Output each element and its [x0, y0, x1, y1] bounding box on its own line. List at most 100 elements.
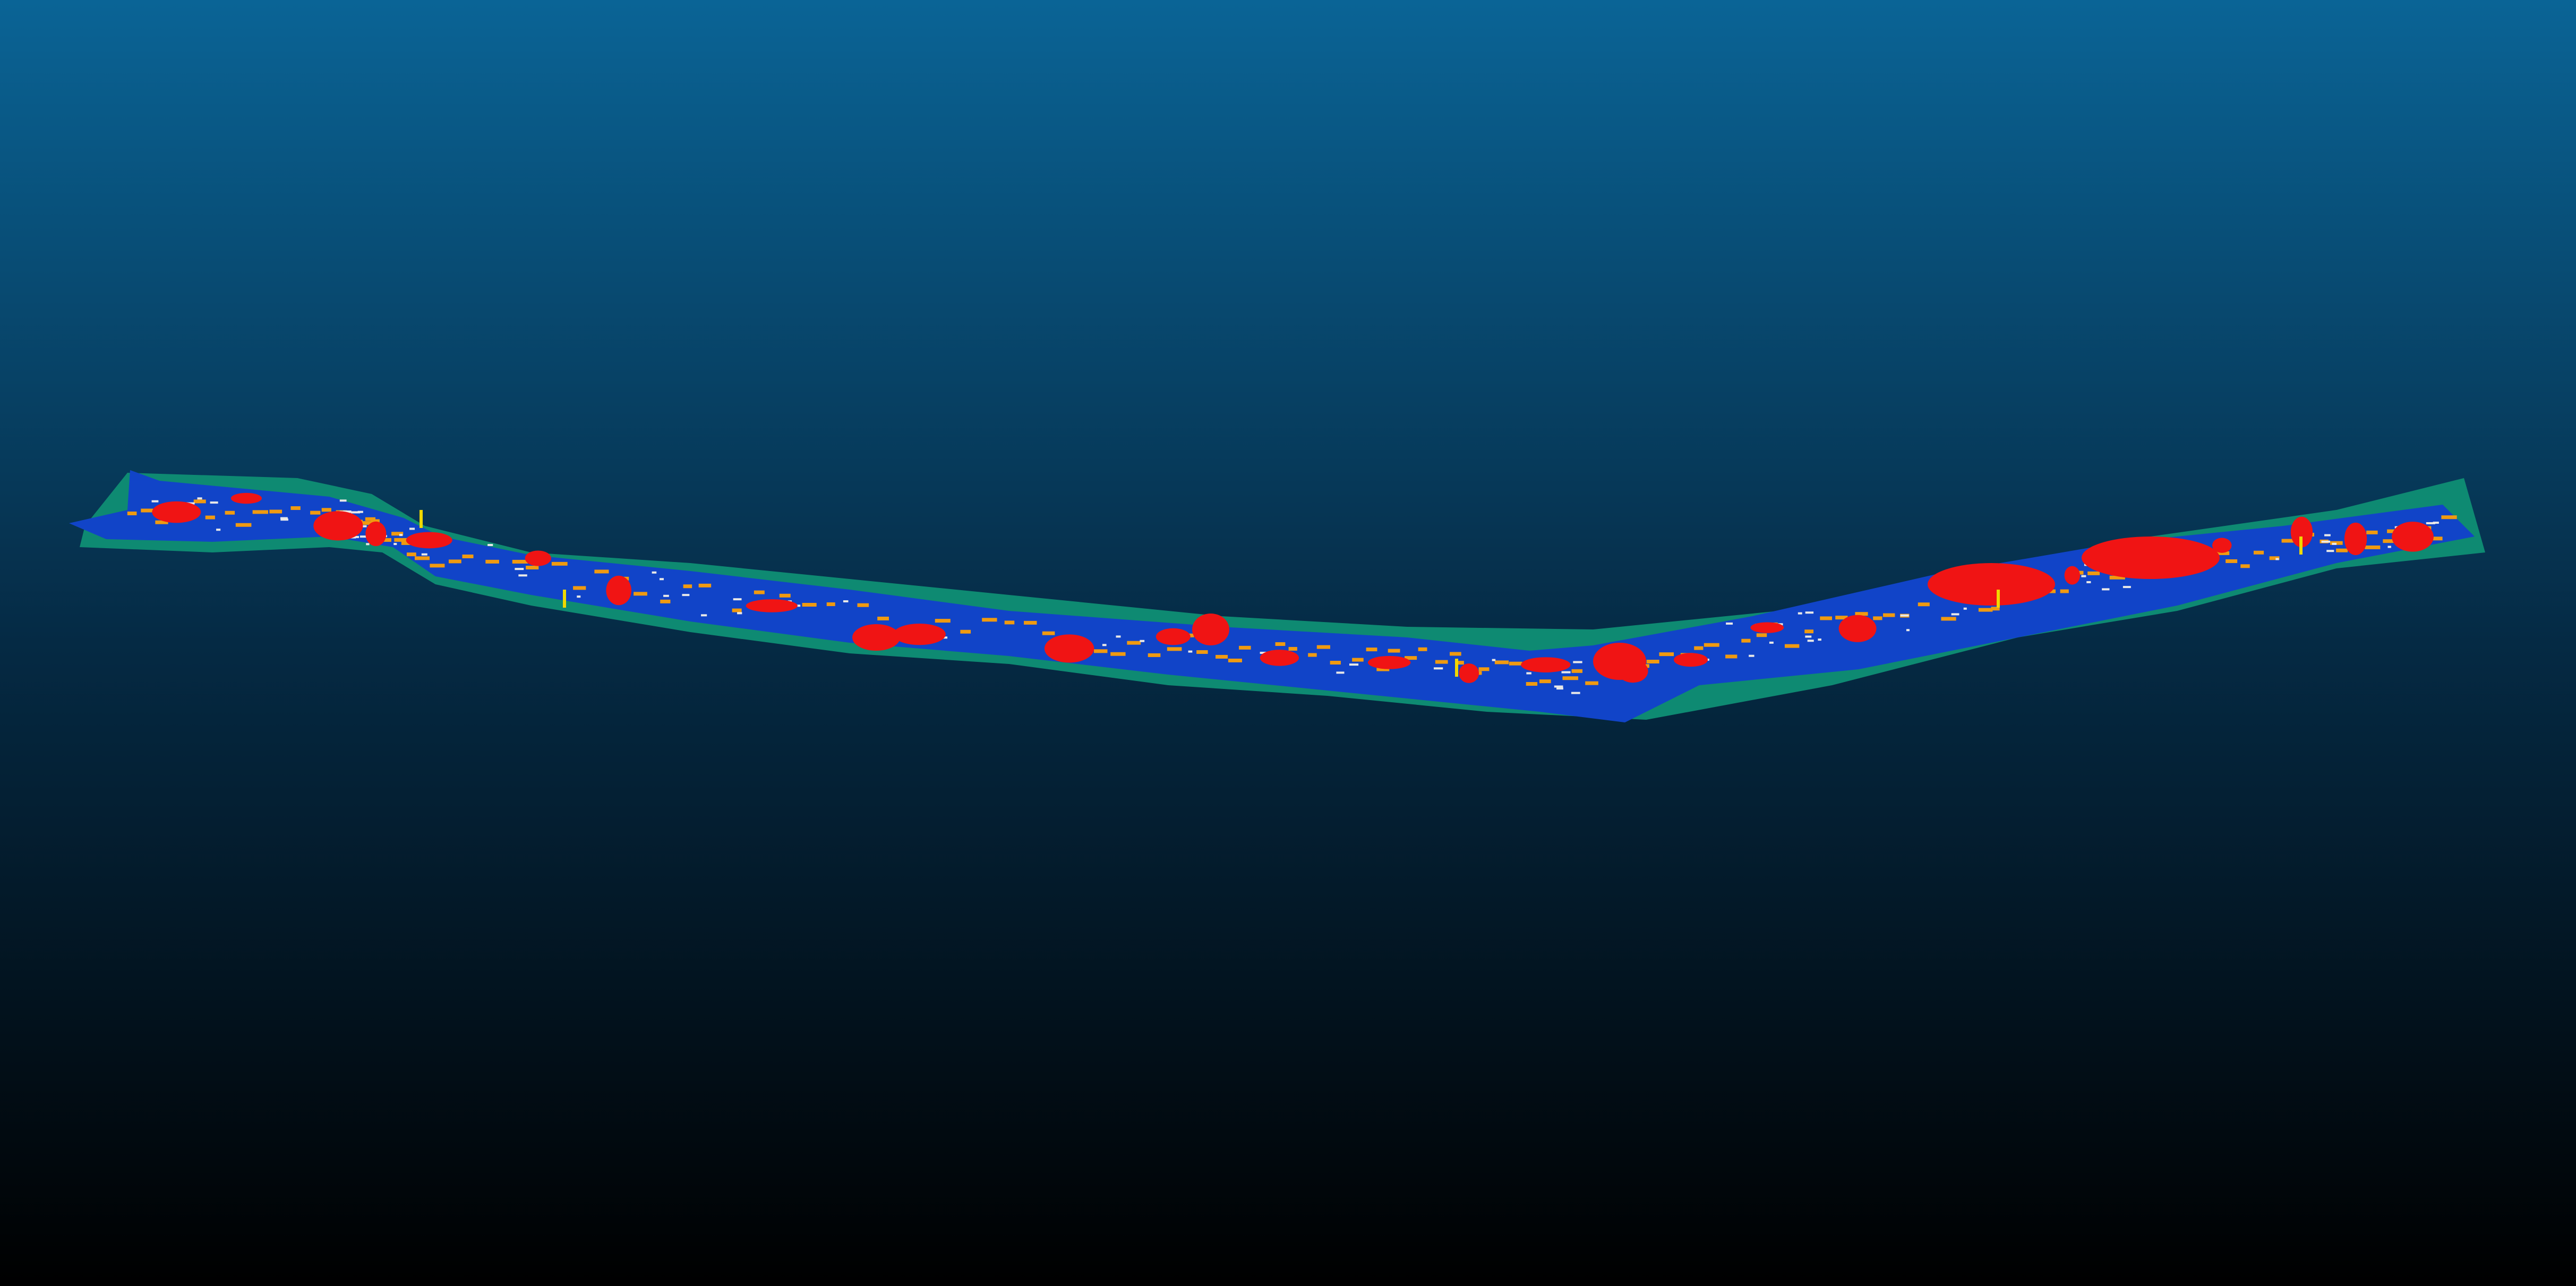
lane-marking-point: [193, 499, 206, 504]
lane-marking-point: [594, 569, 609, 574]
lane-marking-point: [935, 619, 951, 623]
vehicle-point-cluster: [852, 624, 900, 651]
lane-marking-point: [1835, 616, 1848, 620]
sidewalk-edge-point: [2321, 540, 2331, 543]
sidewalk-edge-point: [1492, 659, 1496, 661]
lane-marking-point: [2429, 536, 2443, 541]
sidewalk-edge-point: [518, 574, 527, 577]
lane-marking-point: [365, 517, 375, 521]
sidewalk-edge-point: [2086, 581, 2091, 583]
sidewalk-edge-point: [1554, 685, 1563, 688]
lane-marking-point: [1585, 681, 1598, 685]
sidewalk-edge-point: [1526, 672, 1531, 675]
lane-marking-point: [877, 616, 889, 620]
sidewalk-edge-point: [1818, 638, 1821, 641]
vehicle-point-cluster: [2064, 566, 2081, 585]
sidewalk-edge-point: [577, 595, 581, 598]
vehicle-point-cluster: [1192, 614, 1229, 645]
sidewalk-edge-point: [353, 535, 360, 538]
sidewalk-edge-point: [1749, 654, 1755, 657]
sidewalk-edge-point: [350, 511, 361, 514]
sidewalk-edge-point: [652, 571, 657, 574]
sidewalk-edge-point: [1573, 661, 1582, 663]
vehicle-point-cluster: [2392, 522, 2434, 552]
lane-marking-point: [660, 599, 671, 603]
sidewalk-edge-point: [197, 497, 202, 500]
lane-marking-point: [290, 506, 301, 510]
lane-marking-point: [310, 510, 321, 515]
sidewalk-edge-point: [1561, 671, 1571, 674]
lane-marking-point: [551, 561, 568, 566]
sidewalk-edge-point: [339, 499, 347, 502]
sidewalk-edge-point: [1951, 613, 1959, 616]
lane-marking-point: [1526, 682, 1538, 686]
lane-marking-point: [2366, 530, 2378, 534]
sidewalk-edge-point: [737, 612, 742, 615]
sidewalk-edge-point: [1778, 623, 1783, 626]
lane-marking-point: [371, 519, 380, 523]
lane-marking-point: [779, 593, 791, 598]
lane-marking-point: [1418, 647, 1427, 651]
sidewalk-edge-point: [487, 544, 493, 547]
vehicle-point-cluster: [1156, 628, 1191, 645]
lane-marking-point: [127, 512, 137, 516]
lane-marking-point: [1725, 654, 1738, 659]
vehicle-point-cluster: [1459, 663, 1479, 683]
sidewalk-edge-point: [1900, 614, 1909, 617]
sidewalk-edge-point: [1336, 671, 1345, 674]
lane-marking-point: [1494, 660, 1509, 665]
lane-marking-point: [1228, 658, 1242, 662]
lane-marking-point: [357, 521, 372, 525]
vehicle-point-cluster: [1928, 563, 2055, 606]
lane-marking-point: [1388, 649, 1400, 653]
lane-marking-point: [1352, 658, 1364, 662]
lane-marking-point: [1450, 652, 1461, 656]
sidewalk-edge-point: [421, 553, 427, 556]
lane-marking-point: [1646, 660, 1659, 664]
lane-marking-point: [960, 629, 971, 634]
lane-marking-point: [2215, 551, 2230, 555]
sidewalk-edge-point: [659, 578, 664, 581]
lane-marking-point: [1330, 660, 1341, 665]
lane-marking-point: [2060, 589, 2069, 593]
sidewalk-edge-point: [2275, 558, 2279, 560]
lane-marking-point: [430, 564, 445, 568]
lane-marking-point: [1571, 669, 1583, 673]
lane-marking-point: [1435, 660, 1448, 664]
lane-marking-point: [235, 523, 252, 527]
sidewalk-edge-point: [733, 598, 742, 601]
vehicle-point-cluster: [2212, 538, 2232, 553]
vehicle-point-cluster: [1044, 634, 1094, 663]
sidewalk-edge-point: [2326, 550, 2334, 552]
sidewalk-edge-point: [1906, 629, 1910, 632]
sidewalk-edge-point: [2102, 588, 2110, 591]
lane-marking-point: [1216, 654, 1228, 659]
lane-marking-point: [1820, 616, 1833, 620]
lane-marking-point: [1991, 607, 2000, 611]
sidewalk-edge-point: [2332, 542, 2337, 545]
vehicle-point-cluster: [2344, 522, 2367, 556]
lane-marking-point: [252, 510, 268, 514]
lane-marking-point: [634, 592, 647, 596]
sidewalk-edge-point: [682, 594, 690, 597]
sidewalk-edge-point: [1805, 635, 1812, 638]
lane-marking-point: [573, 586, 586, 590]
sidewalk-edge-point: [2324, 534, 2331, 536]
lane-marking-point: [683, 584, 692, 589]
lane-marking-point: [321, 508, 331, 512]
vehicle-point-cluster: [893, 623, 946, 645]
lane-marking-point: [1405, 656, 1417, 660]
lane-marking-point: [826, 602, 835, 607]
sidewalk-edge-point: [1807, 640, 1814, 642]
sidewalk-edge-point: [2081, 575, 2086, 577]
lane-marking-point: [526, 565, 539, 569]
vehicle-point-cluster: [2082, 536, 2220, 579]
vehicle-point-cluster: [1521, 657, 1571, 672]
lane-marking-point: [155, 520, 168, 524]
pole-point: [2299, 536, 2303, 555]
sidewalk-edge-point: [1798, 612, 1802, 615]
sidewalk-edge-point: [843, 600, 849, 603]
sidewalk-edge-point: [1433, 667, 1443, 670]
